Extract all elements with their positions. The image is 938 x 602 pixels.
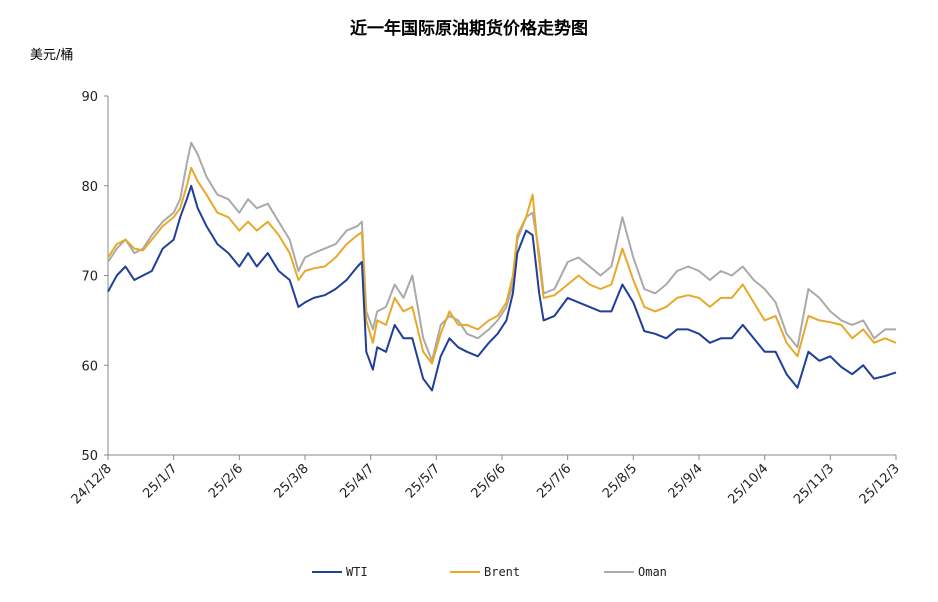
x-tick-label: 25/2/6: [206, 461, 246, 501]
y-axis-unit-label: 美元/桶: [30, 48, 74, 63]
x-tick-label: 24/12/8: [69, 461, 115, 507]
x-tick-label: 25/5/7: [403, 461, 443, 501]
x-tick-label: 25/4/7: [337, 461, 377, 501]
chart-title: 近一年国际原油期货价格走势图: [350, 19, 588, 39]
x-tick-label: 25/1/7: [140, 461, 180, 501]
series-line-wti: [107, 184, 897, 392]
legend-label-oman: Oman: [638, 565, 667, 579]
y-tick-label: 70: [81, 270, 98, 285]
x-tick-label: 25/12/3: [857, 461, 903, 507]
y-tick-label: 50: [81, 449, 98, 464]
x-tick-label: 25/10/4: [725, 461, 771, 507]
x-tick-label: 25/3/8: [272, 461, 312, 501]
x-tick-label: 25/9/4: [666, 461, 706, 501]
x-tick-label: 25/6/6: [469, 461, 509, 501]
y-tick-label: 60: [81, 359, 98, 374]
series-line-oman: [107, 141, 896, 362]
y-tick-label: 90: [81, 90, 98, 105]
y-tick-label: 80: [81, 180, 98, 195]
series-line-brent: [107, 166, 897, 365]
x-tick-label: 25/7/6: [534, 461, 574, 501]
legend-label-brent: Brent: [484, 565, 520, 579]
x-tick-label: 25/11/3: [791, 461, 837, 507]
x-tick-label: 25/8/5: [600, 461, 640, 501]
legend-label-wti: WTI: [346, 565, 368, 579]
